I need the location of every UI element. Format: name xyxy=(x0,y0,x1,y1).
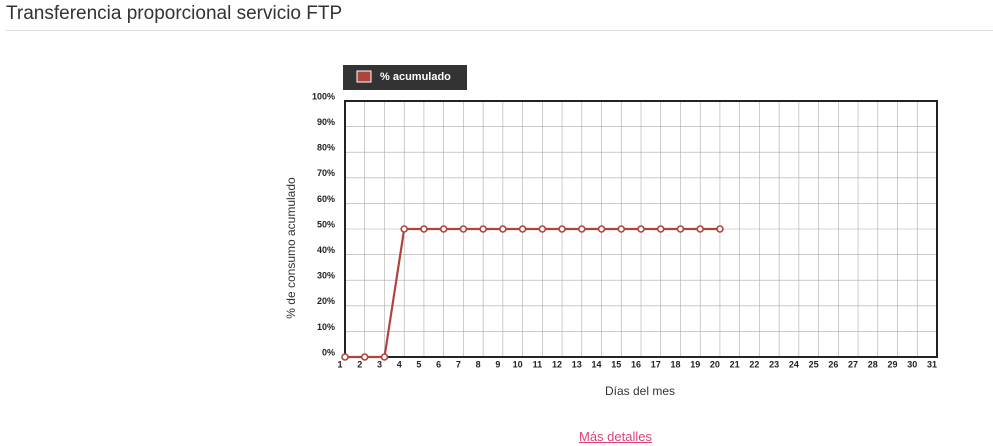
legend-swatch xyxy=(356,70,372,83)
x-tick-label: 20 xyxy=(710,359,720,369)
divider xyxy=(6,30,993,31)
y-tick-label: 10% xyxy=(317,322,335,332)
x-tick-label: 13 xyxy=(572,359,582,369)
x-tick-label: 4 xyxy=(397,359,402,369)
x-tick-label: 15 xyxy=(611,359,621,369)
data-point xyxy=(341,353,349,361)
data-point xyxy=(716,225,724,233)
data-point xyxy=(479,225,487,233)
x-tick-label: 6 xyxy=(436,359,441,369)
x-tick-label: 17 xyxy=(651,359,661,369)
data-point xyxy=(676,225,685,233)
data-point xyxy=(400,225,409,233)
plot-frame xyxy=(344,100,938,358)
data-point xyxy=(656,225,665,233)
details-link[interactable]: Más detalles xyxy=(579,429,652,444)
x-tick-label: 9 xyxy=(495,359,500,369)
data-point xyxy=(380,353,389,361)
x-tick-label: 29 xyxy=(888,359,898,369)
data-point xyxy=(499,225,507,233)
x-tick-label: 8 xyxy=(476,359,481,369)
x-tick-label: 26 xyxy=(828,359,838,369)
x-tick-label: 16 xyxy=(631,359,641,369)
data-point xyxy=(617,225,626,233)
y-tick-label: 70% xyxy=(317,168,335,178)
y-tick-label: 100% xyxy=(312,91,335,101)
x-tick-label: 24 xyxy=(789,359,799,369)
data-point xyxy=(538,225,547,233)
y-tick-label: 80% xyxy=(317,143,335,153)
x-tick-label: 30 xyxy=(907,359,917,369)
x-tick-label: 14 xyxy=(592,359,602,369)
y-tick-label: 20% xyxy=(317,296,335,306)
y-tick-label: 40% xyxy=(317,245,335,255)
page-title: Transferencia proporcional servicio FTP xyxy=(6,3,343,24)
data-point xyxy=(696,225,705,233)
chart: % de consumo acumulado Días del mes 0% 10… xyxy=(284,65,938,398)
legend-label: % acumulado xyxy=(380,71,451,83)
x-tick-label: 22 xyxy=(749,359,759,369)
x-tick-label: 5 xyxy=(416,359,421,369)
data-point xyxy=(360,353,369,361)
y-axis-label: % de consumo acumulado xyxy=(284,177,298,319)
data-point xyxy=(558,225,566,233)
x-tick-label: 23 xyxy=(769,359,779,369)
data-point xyxy=(420,225,428,233)
data-point xyxy=(597,225,606,233)
x-tick-label: 3 xyxy=(377,359,382,369)
x-tick-label: 11 xyxy=(533,359,543,369)
x-tick-label: 28 xyxy=(868,359,878,369)
x-tick-label: 31 xyxy=(927,359,937,369)
x-tick-label: 12 xyxy=(552,359,562,369)
data-point xyxy=(518,225,527,233)
y-tick-label: 0% xyxy=(322,347,335,357)
series-line xyxy=(345,227,720,359)
x-tick-label: 21 xyxy=(730,359,740,369)
y-tick-label: 30% xyxy=(317,271,335,281)
y-tick-label: 90% xyxy=(317,117,335,127)
x-axis-label: Días del mes xyxy=(605,384,675,398)
y-tick-label: 50% xyxy=(317,219,335,229)
x-tick-label: 10 xyxy=(513,359,523,369)
x-tick-label: 2 xyxy=(357,359,362,369)
x-tick-label: 1 xyxy=(337,359,342,369)
x-tick-label: 18 xyxy=(670,359,680,369)
y-tick-label: 60% xyxy=(317,194,335,204)
data-point xyxy=(577,225,586,233)
x-tick-label: 25 xyxy=(809,359,819,369)
data-point xyxy=(459,225,468,233)
x-tick-label: 7 xyxy=(456,359,461,369)
x-tick-label: 19 xyxy=(690,359,700,369)
data-point xyxy=(637,225,645,233)
x-tick-label: 27 xyxy=(848,359,858,369)
data-point xyxy=(439,225,448,233)
